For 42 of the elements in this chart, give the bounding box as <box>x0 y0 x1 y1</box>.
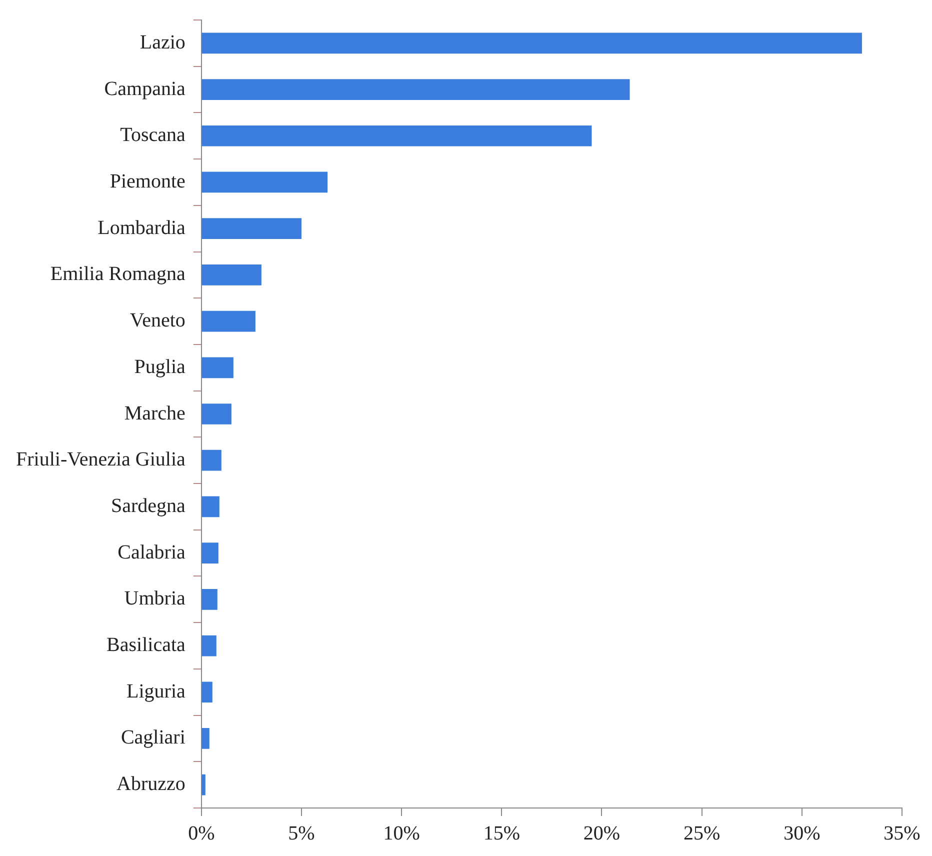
x-tick-label: 15% <box>483 822 520 844</box>
y-tick-label: Basilicata <box>106 634 186 656</box>
x-tick-label: 25% <box>683 822 720 844</box>
bar <box>202 496 220 518</box>
x-tick-label: 35% <box>884 822 920 844</box>
y-tick-label: Liguria <box>126 680 186 702</box>
bar <box>202 404 232 424</box>
bar <box>202 682 212 703</box>
bar <box>202 542 218 564</box>
x-tick-label: 0% <box>188 822 215 844</box>
y-tick-label: Umbria <box>124 588 186 610</box>
y-tick-label: Veneto <box>130 310 186 332</box>
y-tick-label: Cagliari <box>120 726 186 749</box>
y-tick-label: Calabria <box>118 541 186 564</box>
bar <box>202 125 592 146</box>
bar <box>202 79 630 100</box>
x-tick-label: 10% <box>383 822 420 844</box>
x-tick-label: 20% <box>583 822 620 844</box>
y-tick-label: Friuli-Venezia Giulia <box>16 448 186 471</box>
y-tick-label: Piemonte <box>110 170 186 192</box>
bar <box>202 218 302 240</box>
bar <box>202 635 216 656</box>
x-tick-label: 5% <box>288 822 315 844</box>
y-tick-label: Sardegna <box>110 494 186 517</box>
bar <box>202 357 234 378</box>
bar <box>202 32 862 54</box>
bar <box>202 172 328 193</box>
bar <box>202 774 206 796</box>
y-tick-label: Puglia <box>134 356 186 378</box>
bar <box>202 450 222 471</box>
y-tick-label: Lazio <box>140 31 186 54</box>
bar <box>202 310 256 332</box>
y-tick-label: Campania <box>104 78 186 100</box>
y-tick-label: Abruzzo <box>116 773 186 796</box>
bar <box>202 588 218 610</box>
y-tick-label: Emilia Romagna <box>50 263 186 286</box>
y-tick-label: Toscana <box>120 124 186 146</box>
y-tick-label: Marche <box>124 402 186 424</box>
bar <box>202 264 262 286</box>
x-tick-label: 30% <box>784 822 820 844</box>
bar <box>202 728 210 749</box>
y-tick-label: Lombardia <box>98 216 186 239</box>
